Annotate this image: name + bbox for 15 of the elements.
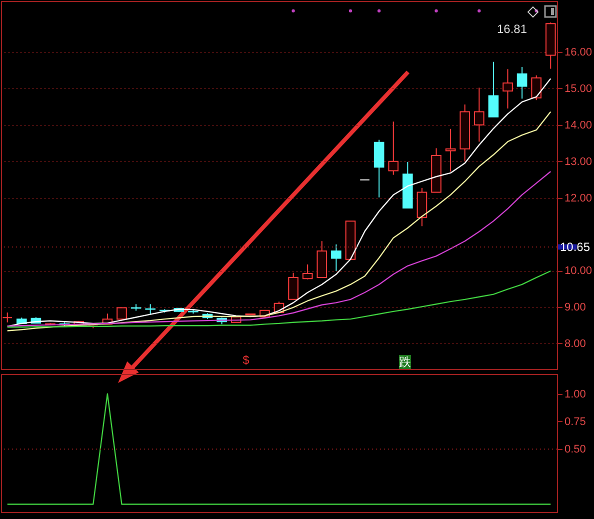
y-tick-label: 0.50 xyxy=(564,444,586,456)
y-tick-label: 13.00 xyxy=(564,156,592,168)
y-tick-label: 12.00 xyxy=(564,192,592,204)
y-tick-label: 1.00 xyxy=(564,388,586,400)
y-tick-label: 0.75 xyxy=(564,416,586,428)
y-tick-label: 14.00 xyxy=(564,119,592,132)
y-tick-label: 16.00 xyxy=(564,46,592,59)
y-tick-label: 15.00 xyxy=(564,82,592,95)
ref-line-label: 10.65 xyxy=(560,240,590,254)
y-tick-label: 8.00 xyxy=(564,338,586,350)
annotation: $ xyxy=(242,353,250,367)
annotation: 16.81 xyxy=(496,22,528,36)
y-tick-label: 9.00 xyxy=(564,302,586,314)
y-tick-label: 10.00 xyxy=(564,265,592,278)
annotation: 跌 xyxy=(399,355,411,369)
